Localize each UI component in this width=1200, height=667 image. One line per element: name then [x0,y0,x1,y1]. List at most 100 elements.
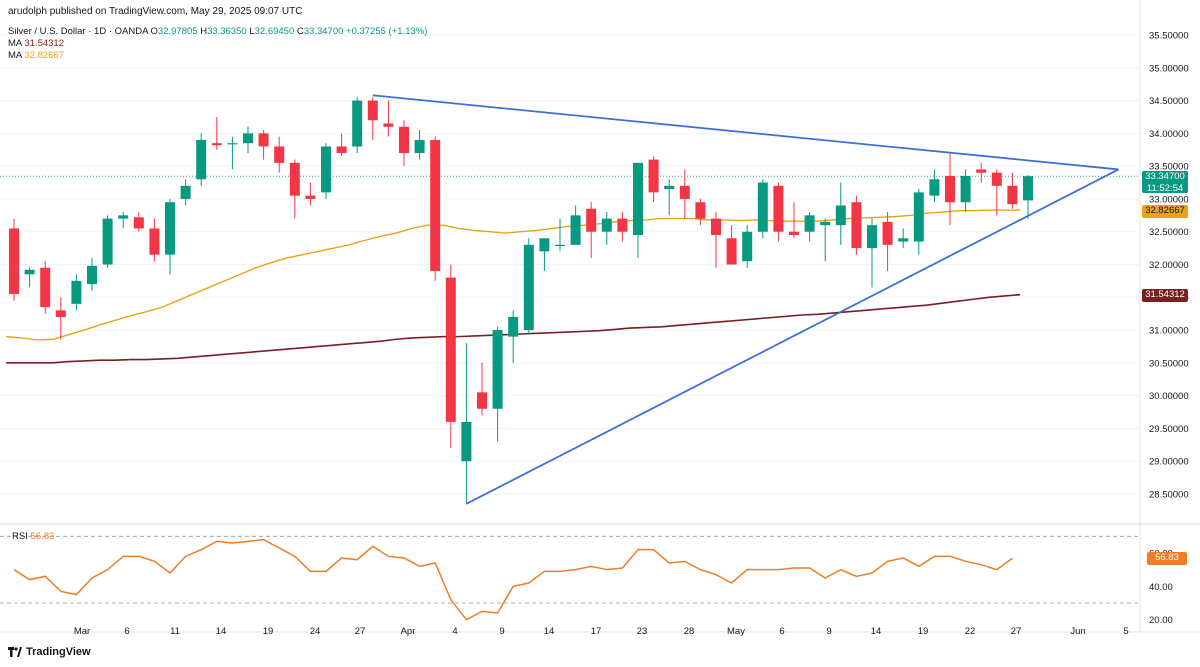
candle-body [820,221,831,226]
trendline [465,168,1119,505]
ma-short-legend[interactable]: MA 32.82667 [8,50,64,62]
candle-body [352,100,363,147]
candle [523,238,534,334]
candle-body [835,205,846,226]
ma-short-line [6,209,1021,341]
ma-long-tag: 31.54312 [1142,289,1188,302]
candle-body [102,218,113,265]
candle [9,218,19,301]
rsi-legend[interactable]: RSI 56.83 [12,531,54,542]
candle-body [679,185,690,199]
time-tick-label: 19 [263,626,274,637]
candle-body [227,143,238,145]
candle [882,212,893,272]
candle-body [71,280,82,304]
candle-body [804,215,815,232]
candle [976,162,987,183]
price-tick-label: 30.00000 [1149,391,1189,402]
ma-short-path [6,209,1021,341]
candle-body [87,265,97,285]
candle [742,225,753,268]
candle-body [321,146,331,193]
bar-countdown: 11:52:54 [1146,183,1184,194]
open-label: O [150,26,158,37]
candle-body [523,244,534,331]
candle-body [695,202,706,219]
candle [929,169,940,203]
time-tick-label: 5 [1123,626,1128,637]
candle-body [289,162,300,196]
rsi-tick-label: 40.00 [1149,582,1173,593]
candles [9,97,1033,504]
candle [40,261,51,314]
time-tick-label: Mar [74,626,90,637]
candle [492,326,503,442]
candle-body [945,175,955,203]
candle-body [570,215,581,245]
candle [835,182,846,245]
candle [508,310,519,363]
candle-body [1007,185,1018,205]
tradingview-logo-icon [8,647,22,657]
candle-body [492,330,503,409]
candle-body [118,215,129,219]
candle-body [508,316,519,337]
candle-body [882,221,893,245]
candle-body [913,192,924,242]
candle [695,198,706,226]
candle-body [898,238,909,242]
low-value: 32.69450 [254,26,295,37]
candle-body [55,310,66,317]
candle-body [399,126,409,154]
time-tick-label: 4 [452,626,457,637]
candle [430,136,441,281]
candle-body [586,208,597,232]
candle-body [367,100,378,121]
candle-body [539,238,550,252]
candle [305,182,316,206]
candle [55,297,66,340]
candle [711,212,721,268]
time-tick-label: Apr [401,626,416,637]
symbol-name[interactable]: Silver / U.S. Dollar · 1D · OANDA [8,26,148,37]
time-tick-label: 14 [216,626,227,637]
ma-long-legend[interactable]: MA 31.54312 [8,38,64,50]
candle [165,198,175,275]
candle-body [664,185,675,190]
time-tick-label: 27 [1011,626,1022,637]
time-tick-label: 27 [355,626,366,637]
time-tick-label: 17 [591,626,602,637]
rsi-tick-label: 20.00 [1149,615,1173,626]
candle [274,136,285,173]
time-tick-label: May [727,626,745,637]
price-tick-label: 29.00000 [1149,457,1189,468]
footer-brand[interactable]: TradingView [8,646,91,658]
published-line: arudolph published on TradingView.com, M… [8,6,303,17]
price-tick-label: 34.50000 [1149,96,1189,107]
candle [586,202,597,258]
change-value: +0.37255 (+1.13%) [346,26,428,37]
candle-body [445,277,456,422]
time-tick-label: Jun [1070,626,1085,637]
footer-brand-text: TradingView [26,646,91,658]
candle-body [757,182,768,232]
trendlines [372,94,1119,505]
candle [820,218,831,262]
candle-body [40,267,51,308]
high-label: H [200,26,208,37]
candle-body [133,217,144,229]
candle [445,264,456,449]
price-axis[interactable]: 35.50000 35.00000 34.50000 34.00000 33.50000… [1139,0,1189,632]
close-value: 33.34700 [303,26,344,37]
candle [648,156,659,203]
candle-body [742,231,753,262]
candle [352,97,363,154]
candle [851,195,862,255]
candle [617,212,628,242]
candle [24,267,35,288]
rsi-tag: 56.83 [1147,552,1187,565]
candle-body [305,195,316,199]
time-axis[interactable]: Mar 6 11 14 19 24 27 Apr 4 9 14 17 23 28 May 6 9 14 19 22 27… [74,626,1129,637]
price-tick-label: 32.50000 [1149,227,1189,238]
